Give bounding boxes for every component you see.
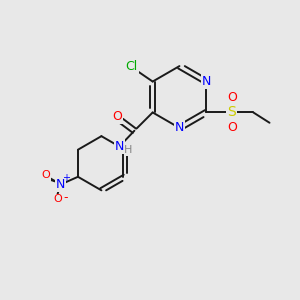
- Text: Cl: Cl: [125, 60, 138, 73]
- Text: N: N: [56, 178, 65, 191]
- Text: +: +: [62, 173, 70, 183]
- Text: N: N: [202, 75, 211, 88]
- Text: -: -: [63, 191, 68, 204]
- Text: O: O: [41, 170, 50, 180]
- Text: S: S: [227, 106, 236, 119]
- Text: O: O: [112, 110, 122, 123]
- Text: O: O: [53, 194, 62, 205]
- Text: N: N: [175, 122, 184, 134]
- Text: O: O: [227, 91, 237, 104]
- Text: N: N: [115, 140, 124, 152]
- Text: H: H: [124, 146, 133, 155]
- Text: O: O: [227, 121, 237, 134]
